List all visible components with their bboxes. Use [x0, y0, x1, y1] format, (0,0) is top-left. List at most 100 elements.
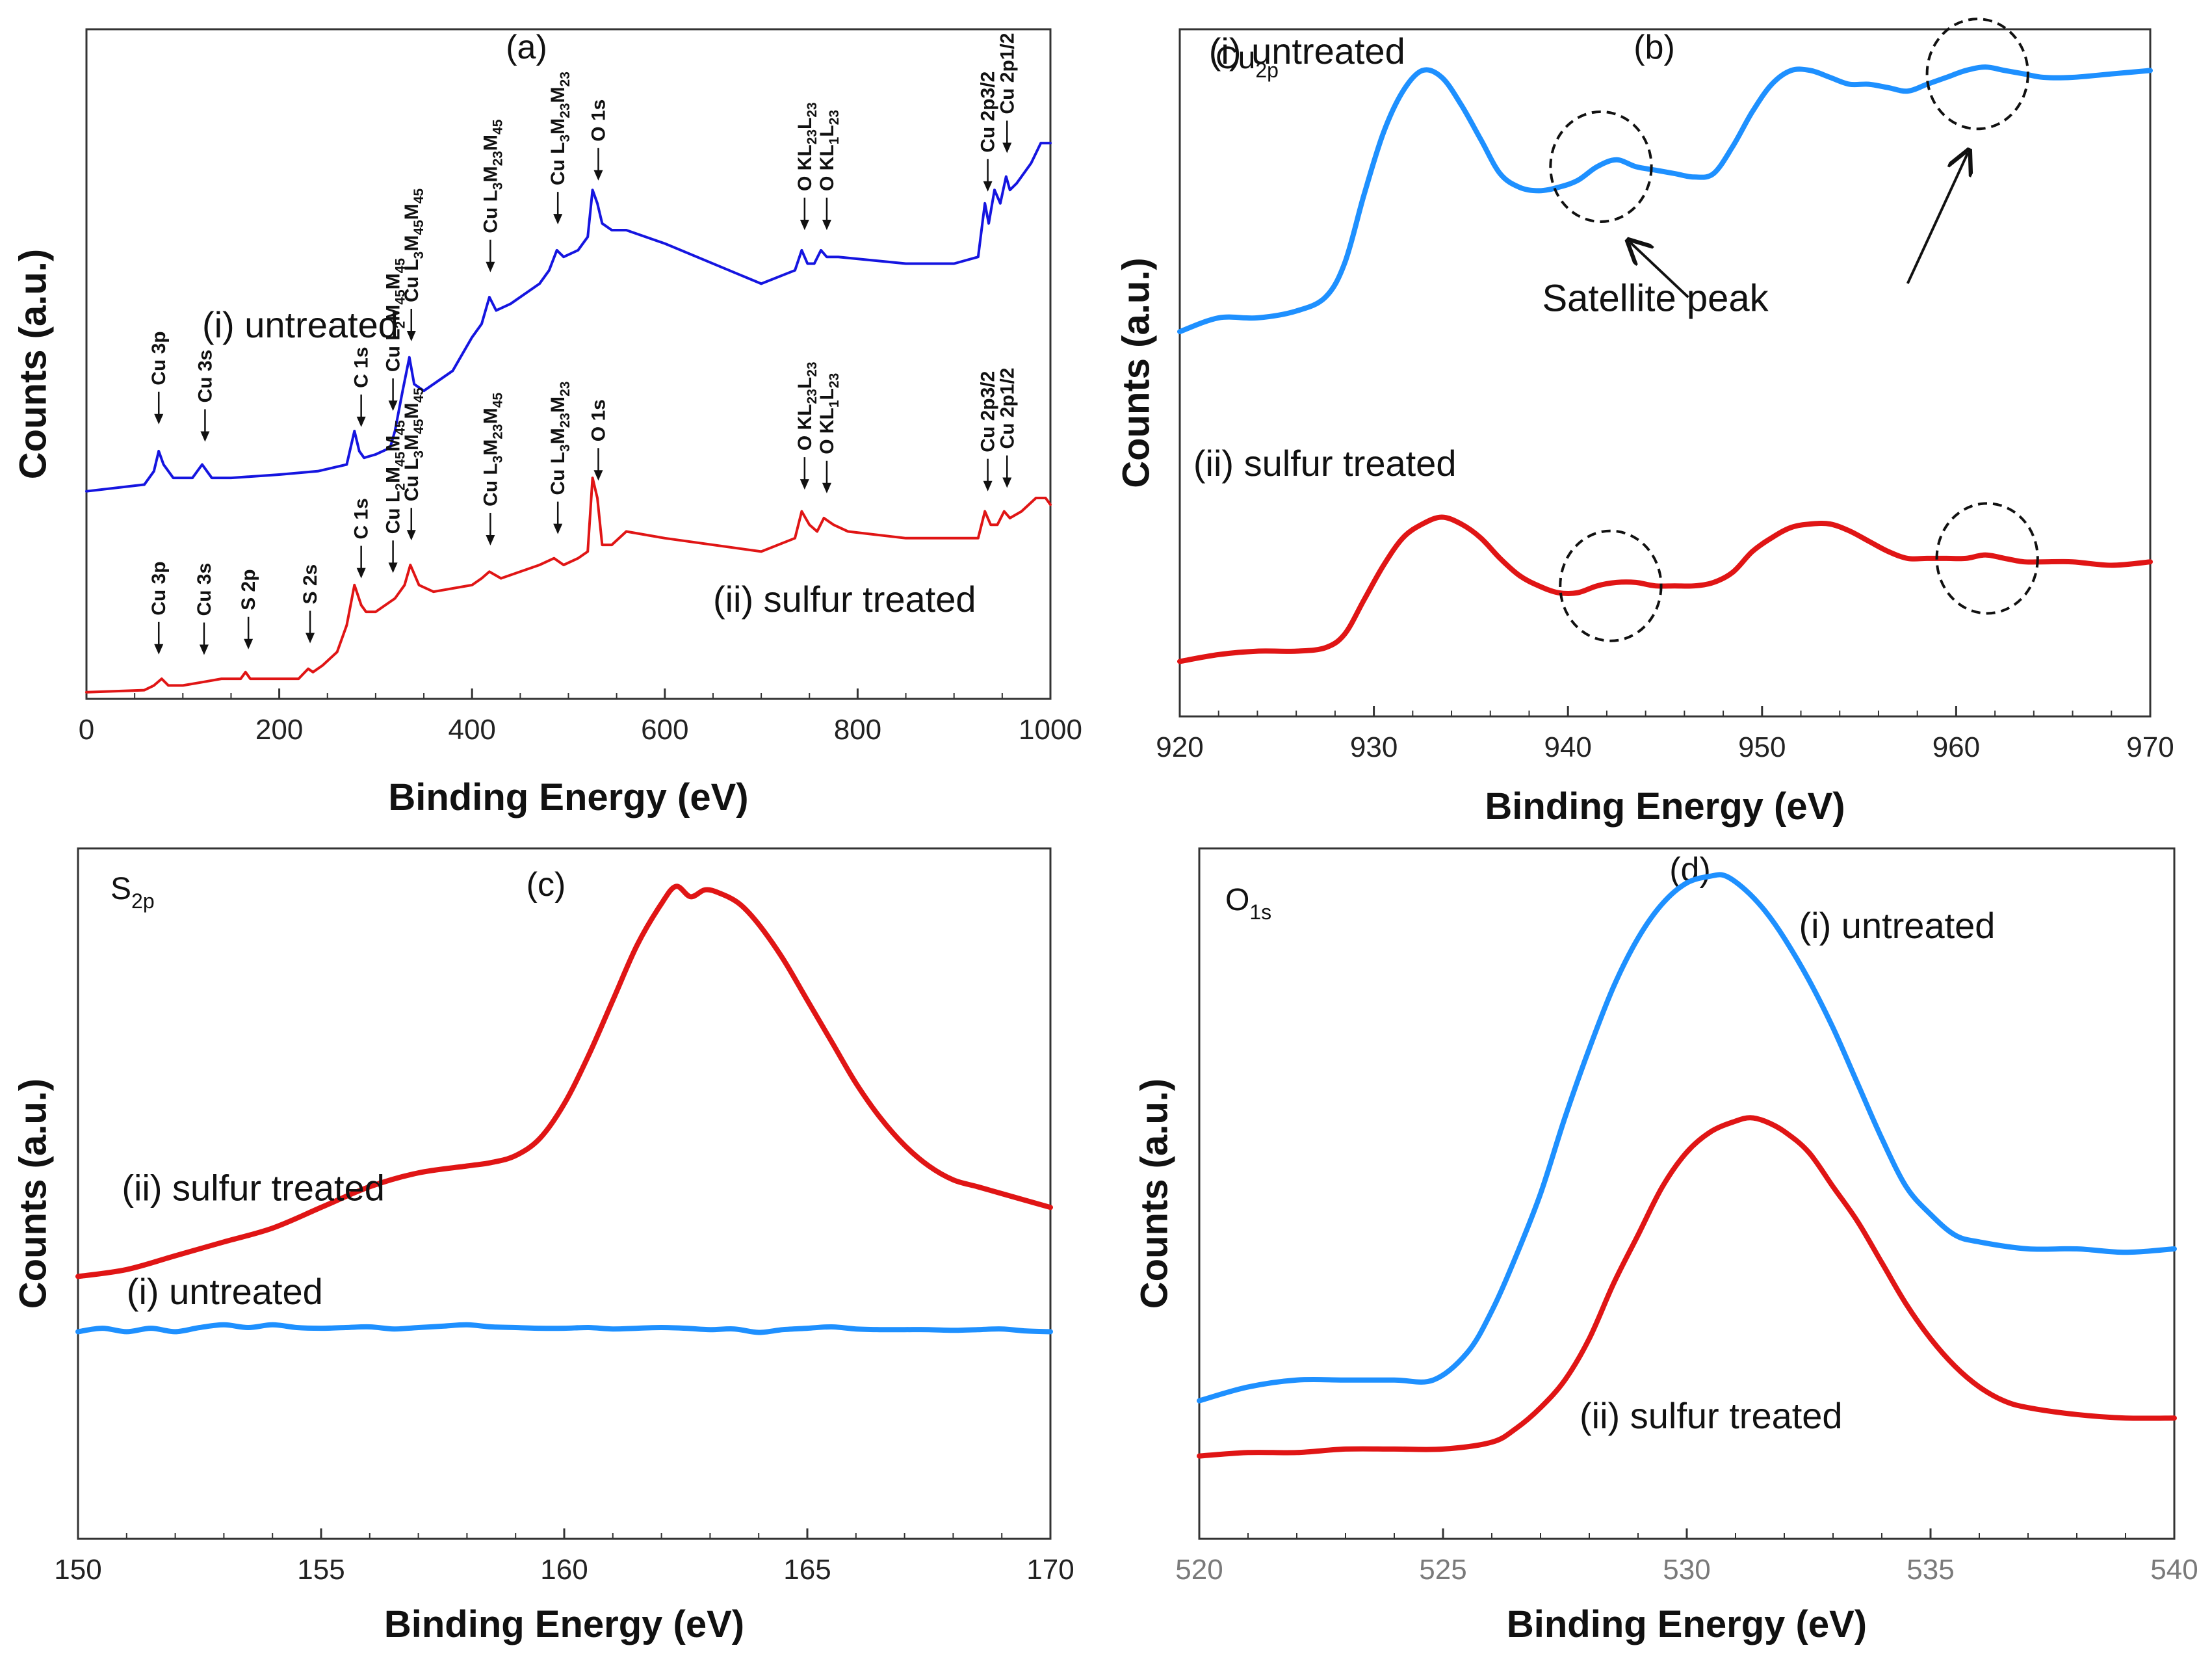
region-base: O — [1225, 883, 1249, 917]
satellite-arrow-1 — [1906, 153, 1968, 284]
series-line-c-0 — [75, 884, 1053, 1279]
peak-label-sub: 2 — [393, 483, 408, 491]
plot-frame-b — [1178, 28, 2152, 718]
series-label-a-1: (ii) sulfur treated — [713, 579, 976, 620]
chart-b: 920 930 940 950 960 970 Binding Energy (eV) Cou… — [1115, 18, 2174, 828]
series-line-d-0 — [1197, 872, 2177, 1404]
y-axis-title-c: Counts (a.u.) — [12, 1079, 54, 1309]
peak-label: Cu 3s — [194, 563, 215, 616]
peak-arrow-head — [822, 220, 831, 230]
region-sub: 2p — [1255, 59, 1279, 82]
peak-label-base: O KL — [816, 144, 838, 191]
peak-label-base: C 1s — [351, 498, 372, 539]
peak-label: Cu L3M23M45 — [480, 393, 505, 506]
peak-arrow-head — [553, 523, 563, 534]
peak-label-part: M — [401, 203, 423, 220]
peak-label: O 1s — [588, 99, 609, 142]
peak-label-part: L — [816, 388, 838, 400]
peak-label-base: O 1s — [588, 99, 609, 142]
peak-label-part: M — [383, 436, 404, 452]
series-label-d-1: (ii) sulfur treated — [1580, 1395, 1843, 1436]
peak-label-part: M — [480, 166, 501, 182]
x-tick-label-b: 940 — [1544, 731, 1591, 763]
x-tick-label-c: 170 — [1026, 1554, 1074, 1586]
region-sub: 1s — [1249, 900, 1271, 924]
peak-label: Cu 3s — [194, 350, 216, 403]
peak-label-base: Cu L — [383, 328, 404, 372]
x-tick-label-c: 150 — [54, 1554, 101, 1586]
peak-label-sub: 45 — [411, 189, 426, 204]
x-axis-title-a: Binding Energy (eV) — [388, 776, 748, 818]
peak-arrow-head — [486, 261, 495, 272]
peak-label-base: O KL — [794, 404, 816, 451]
peak-arrow-head — [800, 220, 809, 230]
peak-arrow-head — [244, 638, 254, 649]
series-label-b-0: (i) untreated — [1209, 31, 1405, 72]
region-label-c: S2p — [111, 872, 155, 913]
x-tick-label-c: 160 — [540, 1554, 588, 1586]
peak-arrow-head — [486, 534, 495, 545]
peak-label-sub: 3 — [490, 456, 505, 464]
satellite-arrow-0 — [1630, 242, 1689, 298]
peak-arrow-head — [800, 479, 809, 490]
x-tick-label-c: 165 — [783, 1554, 831, 1586]
peak-label: Cu L2M45M45 — [383, 258, 408, 372]
peak-label-base: Cu L — [401, 259, 423, 302]
region-base: Cu — [1216, 41, 1255, 75]
peak-label-base: S 2p — [238, 569, 259, 610]
x-tick-label-b: 930 — [1350, 731, 1398, 763]
peak-label-part: L — [794, 377, 816, 389]
peak-arrow-head — [983, 181, 993, 192]
peak-label-part: M — [547, 118, 569, 135]
series-line-c-1 — [75, 1322, 1053, 1335]
region-label-b: Cu2p — [1216, 41, 1279, 82]
peak-label-part: M — [547, 428, 569, 444]
peak-label: S 2p — [238, 569, 259, 610]
region-label-d: O1s — [1225, 883, 1271, 924]
peak-label-part: M — [401, 235, 423, 252]
peak-label: S 2s — [300, 564, 321, 605]
peak-label-sub: 3 — [411, 451, 426, 458]
peak-label-sub: 45 — [393, 420, 408, 436]
peak-label-base: Cu L — [401, 458, 423, 502]
peak-label-sub: 45 — [393, 289, 408, 305]
series-line-d-1 — [1197, 1115, 2177, 1459]
peak-label-sub: 1 — [827, 400, 842, 408]
x-tick-label-d: 535 — [1906, 1554, 1954, 1586]
peak-label-sub: 45 — [411, 419, 426, 434]
peak-label-part: M — [480, 439, 501, 456]
peak-arrow-head — [388, 562, 398, 573]
peak-arrow-head — [306, 633, 315, 644]
series-line-b-0 — [1177, 64, 2153, 335]
peak-label-base: Cu 2p1/2 — [996, 33, 1018, 114]
peak-label: O KL23L23 — [794, 102, 820, 191]
x-axis-title-b: Binding Energy (eV) — [1485, 785, 1845, 828]
peak-label: Cu L3M45M45 — [401, 189, 426, 302]
region-base: S — [111, 872, 131, 906]
satellite-circle-0 — [1549, 110, 1653, 223]
peak-label-sub: 23 — [805, 102, 820, 117]
peak-label-sub: 23 — [490, 151, 505, 166]
peak-label-part: L — [794, 118, 816, 129]
peak-label: Cu 3p — [148, 331, 170, 385]
peak-label-sub: 45 — [411, 387, 426, 403]
y-axis-title-b: Counts (a.u.) — [1115, 257, 1157, 488]
peak-label-part: M — [383, 305, 404, 321]
peak-arrow-head — [553, 214, 563, 225]
peak-label: O 1s — [588, 399, 609, 441]
peak-label-sub: 1 — [827, 137, 842, 144]
peak-label-base: Cu 3p — [148, 561, 170, 615]
series-line-a-0 — [85, 142, 1052, 493]
peak-label: O KL23L23 — [794, 361, 820, 451]
peak-label-base: Cu 3p — [148, 331, 170, 385]
x-axis-title-c: Binding Energy (eV) — [384, 1603, 744, 1645]
satellite-circle-2 — [1559, 529, 1663, 642]
peak-label-base: O KL — [794, 144, 816, 191]
peak-arrow-head — [822, 482, 831, 493]
peak-arrow-head — [983, 480, 993, 491]
peak-label-part: M — [401, 403, 423, 419]
peak-arrow-head — [356, 416, 366, 427]
peak-label-base: Cu 2p3/2 — [978, 371, 999, 452]
peak-label: Cu L3M23M45 — [480, 119, 505, 233]
